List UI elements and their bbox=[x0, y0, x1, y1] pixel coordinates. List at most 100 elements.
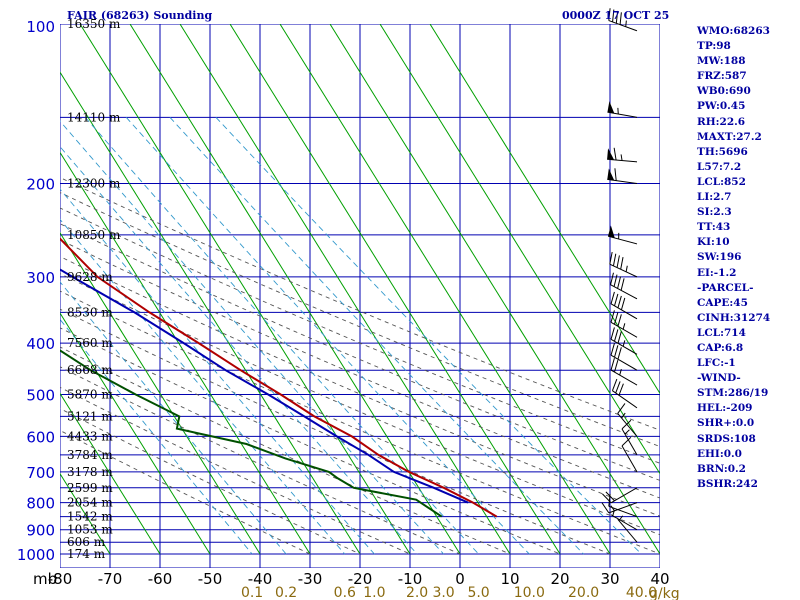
index-item: KI:10 bbox=[697, 236, 730, 249]
wind-barb bbox=[607, 168, 638, 185]
wind-barb-half-flag bbox=[622, 323, 626, 330]
wind-barb bbox=[609, 251, 638, 278]
wind-barb bbox=[610, 327, 638, 355]
dry-adiabat-line bbox=[60, 207, 660, 464]
height-label: 7560 m bbox=[67, 336, 113, 350]
mixing-ratio-tick-label: 2.0 bbox=[406, 585, 428, 600]
wind-barb-half-flag bbox=[620, 154, 623, 161]
wind-barb bbox=[621, 419, 638, 456]
height-label: 174 m bbox=[67, 547, 106, 561]
wind-barb-staff bbox=[608, 502, 638, 514]
mixing-ratio-line bbox=[60, 218, 346, 555]
pressure-tick-label: 100 bbox=[26, 18, 55, 36]
station-title: FAIR (68263) Sounding bbox=[67, 9, 212, 22]
pressure-tick-label: 600 bbox=[26, 428, 55, 446]
wind-barb-flag bbox=[614, 312, 619, 325]
wind-barb-staff bbox=[621, 445, 638, 473]
index-item: WMO:68263 bbox=[697, 25, 770, 37]
temperature-tick-label: -40 bbox=[248, 570, 273, 588]
mixing-ratio-line bbox=[125, 116, 530, 555]
temperature-tick-label: -80 bbox=[48, 570, 73, 588]
pressure-tick-label: 500 bbox=[26, 386, 55, 404]
wind-barb-flag bbox=[617, 276, 622, 289]
height-label: 5870 m bbox=[67, 387, 113, 401]
wind-barb-half-flag bbox=[625, 265, 628, 272]
mixing-ratio-unit: g/kg bbox=[649, 586, 680, 600]
index-item: MW:188 bbox=[697, 55, 746, 68]
moist-adiabats bbox=[60, 177, 660, 555]
wind-barb-flag bbox=[614, 345, 619, 358]
wind-barb bbox=[610, 358, 638, 386]
parcel-path-line bbox=[60, 268, 469, 504]
stability-indices-panel: WMO:68263 TP:98 MW:188 FRZ:587 WB0:690 PW:0.4… bbox=[697, 24, 797, 492]
wind-barb-staff bbox=[610, 284, 638, 300]
index-item: FRZ:587 bbox=[697, 70, 747, 83]
isotherm-line bbox=[429, 24, 660, 395]
wind-barb-flag bbox=[614, 329, 619, 342]
isotherm-line bbox=[129, 24, 461, 555]
wind-barb-staff bbox=[608, 20, 638, 32]
wind-barb-flag bbox=[611, 378, 618, 391]
wind-barb-staff bbox=[607, 111, 638, 118]
isotherm-line bbox=[379, 24, 660, 475]
index-item: -WIND- bbox=[697, 372, 741, 385]
wind-barb bbox=[621, 436, 638, 473]
height-label: 606 m bbox=[67, 535, 106, 549]
pressure-tick-label: 900 bbox=[26, 522, 55, 540]
index-item: BSHR:242 bbox=[697, 477, 758, 490]
valid-time: 0000Z 17 OCT 25 bbox=[562, 9, 669, 22]
temperature-tick-label: 40 bbox=[650, 570, 669, 588]
temperature-tick-label: -60 bbox=[148, 570, 173, 588]
wind-barb bbox=[608, 8, 638, 32]
mixing-ratio-line bbox=[84, 117, 479, 555]
dry-adiabat-line bbox=[60, 223, 660, 481]
wind-barb-flag bbox=[619, 12, 622, 25]
mixing-ratio-tick-label: 1.0 bbox=[363, 585, 385, 600]
wind-barb-half-flag bbox=[618, 515, 624, 522]
index-item: L57:7.2 bbox=[697, 160, 742, 173]
wind-barb-staff bbox=[610, 514, 638, 531]
wind-barb-flag bbox=[621, 436, 632, 447]
profile-lines bbox=[60, 237, 498, 518]
wind-barb-flag bbox=[617, 403, 626, 414]
height-label: 16350 m bbox=[67, 17, 121, 31]
wind-barb-flag bbox=[613, 147, 617, 161]
index-item: LCL:714 bbox=[697, 326, 746, 339]
wind-barb bbox=[607, 101, 638, 118]
wind-barb-flag bbox=[612, 9, 615, 22]
wind-barb-flag bbox=[617, 295, 622, 308]
index-item: BRN:0.2 bbox=[697, 462, 746, 475]
height-label: 1053 m bbox=[67, 523, 113, 537]
wind-barb bbox=[617, 403, 638, 437]
wind-barb bbox=[610, 291, 638, 320]
wind-barb-flag bbox=[608, 493, 611, 507]
wind-barb-staff bbox=[610, 487, 638, 504]
pressure-tick-label: 400 bbox=[26, 335, 55, 353]
dry-adiabat-line bbox=[60, 386, 411, 555]
mixing-ratio-line bbox=[169, 116, 584, 555]
wind-barb-flag bbox=[610, 327, 615, 340]
wind-barb-half-flag bbox=[625, 20, 627, 27]
index-item: TP:98 bbox=[697, 40, 731, 53]
dry-adiabat-line bbox=[60, 290, 660, 555]
wind-barb-flag bbox=[601, 502, 610, 514]
dry-adiabat-line bbox=[60, 273, 660, 536]
temperature-axis: -80 -70 -60 -50 -40 -30 -20 -10 0 10 20 30 40 bbox=[48, 570, 670, 588]
wind-barb-flag bbox=[620, 278, 625, 291]
index-item: PW:0.45 bbox=[697, 100, 746, 113]
wind-barb-staff bbox=[610, 338, 638, 355]
height-label: 5121 m bbox=[67, 409, 113, 423]
pressure-tick-label: 1000 bbox=[17, 546, 55, 564]
wind-barb-flag bbox=[614, 168, 617, 181]
index-item: HEL:-209 bbox=[697, 402, 753, 415]
wind-barb bbox=[610, 272, 638, 300]
wind-barb-flag bbox=[612, 253, 617, 266]
mixing-ratio-tick-label: 0.6 bbox=[334, 585, 356, 600]
wind-barb-flag bbox=[615, 381, 621, 394]
index-item: SI:2.3 bbox=[697, 206, 732, 219]
wind-barb bbox=[608, 493, 638, 518]
height-label: 10850 m bbox=[67, 228, 121, 242]
wind-barb-staff bbox=[610, 321, 638, 338]
height-label: 2054 m bbox=[67, 496, 113, 510]
